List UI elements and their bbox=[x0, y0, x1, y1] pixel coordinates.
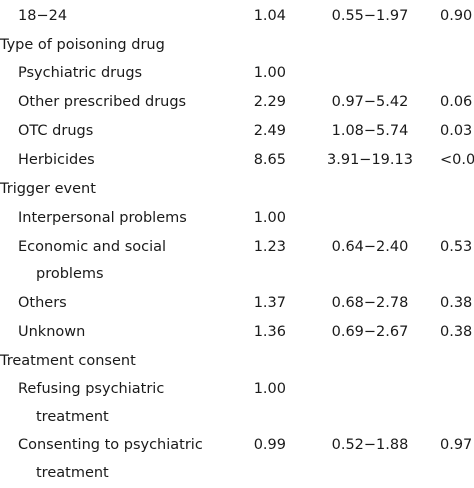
table-row: Treatment consent bbox=[0, 348, 474, 376]
row-label: Consenting to psychiatric treatment bbox=[18, 437, 203, 481]
p-value: 0.38 bbox=[440, 323, 473, 340]
odds-ratio: 1.36 bbox=[253, 323, 286, 340]
table-row: 18−24 1.04 0.55−1.97 0.90 bbox=[0, 3, 474, 32]
odds-ratio: 1.37 bbox=[253, 294, 286, 311]
odds-ratio: 2.49 bbox=[253, 123, 286, 140]
table-row: Economic and social problems 1.23 0.64−2.4… bbox=[0, 234, 474, 290]
odds-ratio: 1.00 bbox=[253, 381, 286, 398]
row-label: Unknown bbox=[18, 323, 86, 340]
table-row: Others 1.37 0.68−2.78 0.38 bbox=[0, 290, 474, 319]
odds-ratio: 1.00 bbox=[253, 65, 286, 82]
table-row: Unknown 1.36 0.69−2.67 0.38 bbox=[0, 319, 474, 348]
row-label: Psychiatric drugs bbox=[18, 65, 143, 82]
odds-ratio: 2.29 bbox=[253, 94, 286, 111]
table-row: Herbicides 8.65 3.91−19.13 <0.01 bbox=[0, 147, 474, 176]
page: 18−24 1.04 0.55−1.97 0.90 Type of poisoning … bbox=[0, 8, 474, 481]
table-row: Interpersonal problems 1.00 bbox=[0, 205, 474, 234]
row-label: Herbicides bbox=[18, 152, 95, 169]
p-value: 0.53 bbox=[440, 238, 473, 255]
confidence-interval: 0.55−1.97 bbox=[331, 8, 409, 24]
row-label: Other prescribed drugs bbox=[18, 94, 187, 111]
p-value: 0.06 bbox=[440, 94, 473, 111]
table-row: Other prescribed drugs 2.29 0.97−5.42 0.06 bbox=[0, 89, 474, 118]
table-row: Refusing psychiatric treatment 1.00 bbox=[0, 376, 474, 432]
table-row: Trigger event bbox=[0, 176, 474, 204]
row-label: Economic and social problems bbox=[18, 238, 167, 283]
section-heading: Trigger event bbox=[0, 181, 96, 198]
p-value: 0.90 bbox=[440, 8, 473, 24]
row-label: Others bbox=[18, 294, 67, 311]
section-heading: Type of poisoning drug bbox=[0, 37, 165, 53]
row-label: 18−24 bbox=[18, 8, 68, 24]
p-value: 0.97 bbox=[440, 437, 473, 454]
row-label: Interpersonal problems bbox=[18, 209, 187, 226]
confidence-interval: 0.64−2.40 bbox=[331, 238, 409, 255]
table-row: Consenting to psychiatric treatment 0.99 0… bbox=[0, 432, 474, 488]
row-label: OTC drugs bbox=[18, 123, 94, 140]
section-heading: Treatment consent bbox=[0, 352, 136, 369]
confidence-interval: 0.69−2.67 bbox=[331, 323, 409, 340]
confidence-interval: 0.97−5.42 bbox=[331, 94, 409, 111]
confidence-interval: 1.08−5.74 bbox=[331, 123, 409, 140]
odds-ratio: 1.23 bbox=[253, 238, 286, 255]
odds-ratio: 1.04 bbox=[253, 8, 286, 24]
odds-ratio: 0.99 bbox=[253, 437, 286, 454]
odds-ratio: 1.00 bbox=[253, 209, 286, 226]
table: 18−24 1.04 0.55−1.97 0.90 Type of poisoning … bbox=[0, 3, 474, 488]
confidence-interval: 0.68−2.78 bbox=[331, 294, 409, 311]
p-value: 0.03 bbox=[440, 123, 473, 140]
table-row: Psychiatric drugs 1.00 bbox=[0, 60, 474, 89]
p-value: 0.38 bbox=[440, 294, 473, 311]
p-value: <0.01 bbox=[440, 152, 474, 169]
confidence-interval: 3.91−19.13 bbox=[327, 152, 413, 169]
row-label: Refusing psychiatric treatment bbox=[18, 381, 165, 425]
odds-ratio: 8.65 bbox=[253, 152, 286, 169]
confidence-interval: 0.52−1.88 bbox=[331, 437, 409, 454]
table-row: OTC drugs 2.49 1.08−5.74 0.03 bbox=[0, 118, 474, 147]
table-row: Type of poisoning drug bbox=[0, 32, 474, 60]
